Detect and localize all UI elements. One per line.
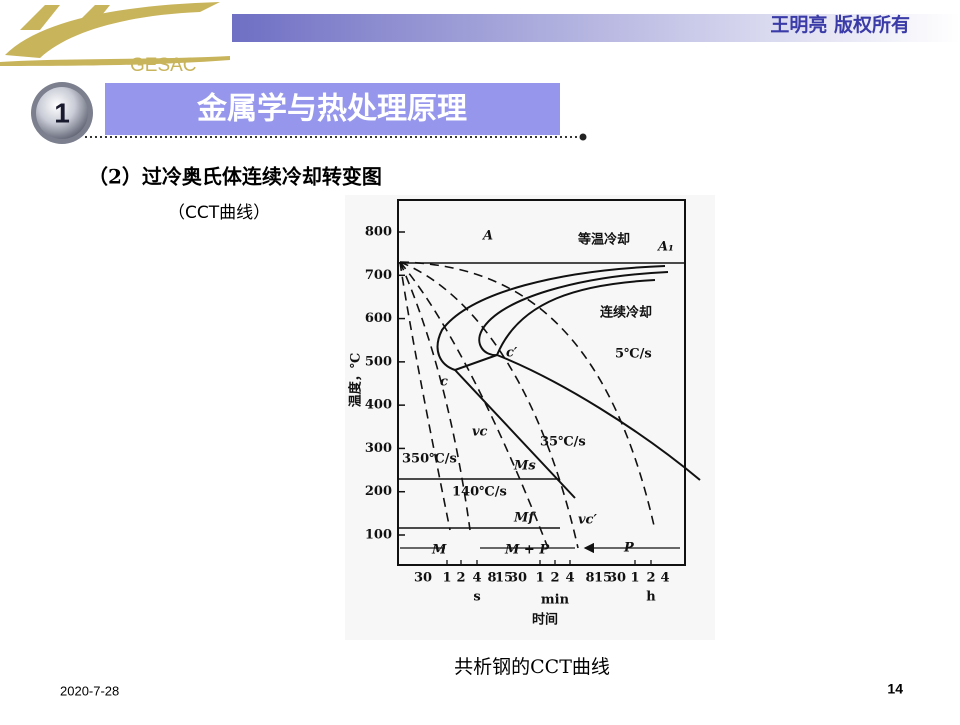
label: A — [481, 229, 493, 244]
x-tick-label: 8 — [585, 571, 594, 586]
transform-end-curve — [478, 271, 669, 357]
x-tick-label: 15 — [495, 571, 513, 586]
x-unit: h — [646, 590, 656, 605]
label: P — [623, 541, 635, 556]
cooling-curve — [399, 261, 579, 549]
label: Mf — [513, 511, 536, 526]
label: vc′ — [578, 513, 597, 528]
x-tick-label: 2 — [646, 571, 655, 586]
caption: 共析钢的CCT曲线 — [454, 656, 610, 678]
label: 连续冷却 — [600, 305, 652, 321]
y-tick-label: 600 — [365, 311, 392, 326]
subtitle: （2）过冷奥氏体连续冷却转变图 — [88, 165, 382, 189]
y-tick-label: 200 — [365, 484, 392, 499]
x-unit: min — [541, 593, 570, 608]
label: vc — [472, 425, 488, 440]
label: 35℃/s — [540, 435, 586, 450]
x-tick-marks — [446, 560, 652, 565]
x-tick-label: 1 — [535, 571, 544, 586]
x-tick-label: 4 — [472, 571, 481, 586]
section-badge — [36, 87, 88, 139]
transform-start-curve — [436, 265, 666, 371]
x-tick-label: 30 — [608, 571, 626, 586]
stop-line — [454, 354, 576, 499]
label: M + P — [504, 543, 550, 558]
section-title: 金属学与热处理原理 — [196, 92, 467, 127]
x-unit: s — [473, 590, 480, 605]
cooling-curve — [399, 261, 451, 531]
cooling-curve — [399, 261, 656, 531]
cooling-curve — [399, 261, 471, 531]
cct-figure: A 等温冷却 A₁ 连续冷却 c′ 5℃/s c vc 35℃/s 350℃/s… — [345, 195, 715, 640]
x-tick-label: 2 — [456, 571, 465, 586]
label: 等温冷却 — [577, 232, 630, 248]
y-tick-label: 400 — [365, 398, 392, 413]
x-tick-label: 8 — [487, 571, 496, 586]
title-box — [105, 83, 560, 135]
y-tick-label: 800 — [365, 225, 392, 240]
label: 140℃/s — [452, 485, 507, 500]
x-tick-label: 1 — [442, 571, 451, 586]
label: Ms — [513, 459, 536, 474]
page-number: 14 — [887, 681, 903, 697]
divider-dot — [579, 133, 587, 141]
section-number: 1 — [54, 97, 70, 128]
copyright: 王明亮 版权所有 — [770, 13, 910, 36]
x-tick-label: 4 — [660, 571, 669, 586]
label: A₁ — [656, 240, 674, 255]
logo: GESAC — [0, 2, 230, 76]
x-tick-label: 30 — [414, 571, 432, 586]
x-tick-label: 15 — [594, 571, 612, 586]
subtitle-note: （CCT曲线） — [168, 203, 270, 223]
x-axis-label: 时间 — [532, 612, 558, 628]
y-tick-label: 700 — [365, 268, 392, 283]
y-tick-label: 500 — [365, 354, 392, 369]
label: 5℃/s — [615, 347, 652, 362]
label: M — [431, 543, 447, 558]
plot-frame — [397, 199, 686, 566]
y-tick-label: 100 — [365, 528, 392, 543]
label: c′ — [506, 346, 518, 361]
x-tick-label: 2 — [550, 571, 559, 586]
y-axis-label: 温度，℃ — [348, 353, 364, 408]
x-tick-label: 1 — [630, 571, 639, 586]
y-tick-label: 300 — [365, 441, 392, 456]
x-tick-label: 30 — [509, 571, 527, 586]
x-tick-label: 4 — [565, 571, 574, 586]
label: c — [440, 375, 448, 390]
date: 2020-7-28 — [60, 683, 119, 698]
header-bar — [232, 14, 960, 42]
continuous-curve — [495, 279, 701, 481]
cooling-curve — [399, 261, 549, 549]
label: 350℃/s — [402, 452, 457, 467]
logo-text: GESAC — [130, 55, 197, 76]
